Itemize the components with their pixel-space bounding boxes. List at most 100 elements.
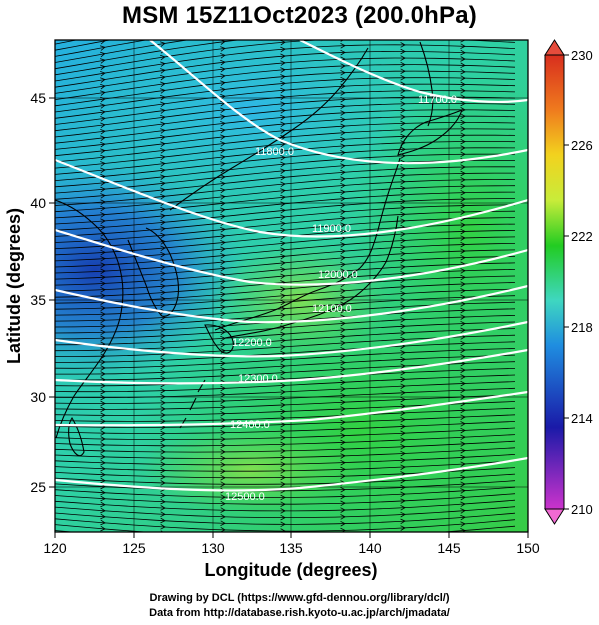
wind-arrowhead xyxy=(400,323,406,330)
wind-arrowhead xyxy=(280,53,286,60)
wind-arrowhead xyxy=(160,245,166,252)
wind-arrowhead xyxy=(160,333,166,339)
wind-arrowhead xyxy=(460,274,466,281)
wind-arrowhead xyxy=(220,259,226,265)
wind-arrowhead xyxy=(160,213,166,219)
wind-arrowhead xyxy=(340,446,346,452)
wind-arrowhead xyxy=(280,114,286,121)
wind-arrowhead xyxy=(400,120,406,127)
wind-arrowhead xyxy=(220,12,225,17)
wind-arrowhead xyxy=(460,340,466,347)
wind-arrowhead xyxy=(220,59,226,66)
x-tick-label: 135 xyxy=(279,540,303,556)
wind-arrowhead xyxy=(400,146,406,153)
wind-arrowhead xyxy=(220,298,226,304)
y-tick-label: 30 xyxy=(30,389,46,405)
wind-arrowhead xyxy=(460,421,466,427)
wind-arrowhead xyxy=(280,20,285,25)
wind-arrowhead xyxy=(400,363,406,369)
wind-arrowhead xyxy=(160,289,166,296)
wind-arrowhead xyxy=(220,73,226,80)
wind-arrowhead xyxy=(460,56,466,62)
wind-arrowhead xyxy=(280,521,286,528)
wind-arrowhead xyxy=(280,260,286,266)
wind-arrowhead xyxy=(400,133,406,140)
wind-arrowhead xyxy=(280,501,286,507)
wind-arrowhead xyxy=(160,406,166,412)
wind-arrowhead xyxy=(280,194,286,201)
wind-arrowhead xyxy=(461,18,466,23)
wind-arrowhead xyxy=(220,392,226,398)
streamline xyxy=(55,524,516,532)
wind-arrowhead xyxy=(160,154,166,161)
wind-arrowhead xyxy=(341,3,345,8)
wind-arrowhead xyxy=(100,40,106,45)
wind-arrowhead xyxy=(400,172,406,179)
wind-arrowhead xyxy=(100,359,106,365)
wind-arrowhead xyxy=(100,135,106,141)
wind-arrowhead xyxy=(220,233,226,240)
wind-arrowhead xyxy=(220,474,226,481)
wind-arrowhead xyxy=(160,461,166,468)
wind-arrowhead xyxy=(460,494,466,501)
streamline xyxy=(55,40,190,63)
wind-arrowhead xyxy=(280,80,286,87)
wind-arrowhead xyxy=(280,13,285,18)
wind-arrowhead xyxy=(340,295,346,301)
wind-arrowhead xyxy=(460,307,466,314)
wind-arrowhead xyxy=(340,63,346,69)
wind-arrowhead xyxy=(100,274,106,281)
wind-arrowhead xyxy=(220,449,226,455)
wind-arrowhead xyxy=(160,369,166,376)
wind-arrowhead xyxy=(100,489,106,496)
wind-arrowhead xyxy=(160,61,166,67)
wind-arrowhead xyxy=(220,114,226,120)
wind-arrowhead xyxy=(100,329,106,336)
wind-arrowhead xyxy=(100,193,106,199)
wind-arrowhead xyxy=(280,337,286,344)
wind-arrowhead xyxy=(220,494,226,500)
wind-arrowhead xyxy=(220,329,226,336)
wind-arrowhead xyxy=(400,114,406,120)
wind-arrowhead xyxy=(460,75,466,81)
wind-arrowhead xyxy=(220,285,226,291)
wind-arrowhead xyxy=(400,484,406,491)
wind-arrowhead xyxy=(280,441,286,448)
wind-arrowhead xyxy=(460,320,466,327)
contour-12200 xyxy=(55,320,528,358)
wind-arrowhead xyxy=(280,207,286,214)
contour-12500 xyxy=(55,456,528,492)
wind-arrowhead xyxy=(280,26,285,31)
wind-arrowhead xyxy=(400,284,406,290)
contour-12000 xyxy=(55,228,528,286)
contour-label-11700: 11700.0 xyxy=(418,94,457,106)
wind-arrowhead xyxy=(280,408,286,415)
wind-arrowhead xyxy=(460,380,466,387)
wind-arrowhead xyxy=(460,68,466,75)
wind-arrowhead xyxy=(220,310,226,317)
wind-arrowhead xyxy=(460,488,466,494)
wind-arrowhead xyxy=(400,410,406,416)
wind-arrowhead xyxy=(341,9,345,14)
y-tick-label: 45 xyxy=(30,90,46,106)
wind-arrowhead xyxy=(460,288,466,294)
wind-arrowhead xyxy=(340,320,346,327)
wind-arrowhead xyxy=(280,389,286,395)
wind-arrowhead xyxy=(340,340,346,346)
wind-arrowhead xyxy=(160,375,166,382)
wind-arrowhead xyxy=(280,148,286,154)
wind-arrowhead xyxy=(100,418,106,424)
wind-arrowhead xyxy=(461,25,466,30)
wind-arrowhead xyxy=(100,471,106,478)
wind-arrowhead xyxy=(340,43,346,49)
wind-arrowhead xyxy=(100,212,106,218)
wind-arrowhead xyxy=(160,412,166,418)
wind-arrowhead xyxy=(160,277,166,283)
hokkaido-coastline xyxy=(397,109,463,156)
colorbar-top-arrow xyxy=(544,39,565,56)
wind-arrowhead xyxy=(460,427,466,434)
wind-arrowhead xyxy=(160,455,166,461)
wind-arrowhead xyxy=(340,288,346,294)
wind-arrowhead xyxy=(160,537,165,542)
